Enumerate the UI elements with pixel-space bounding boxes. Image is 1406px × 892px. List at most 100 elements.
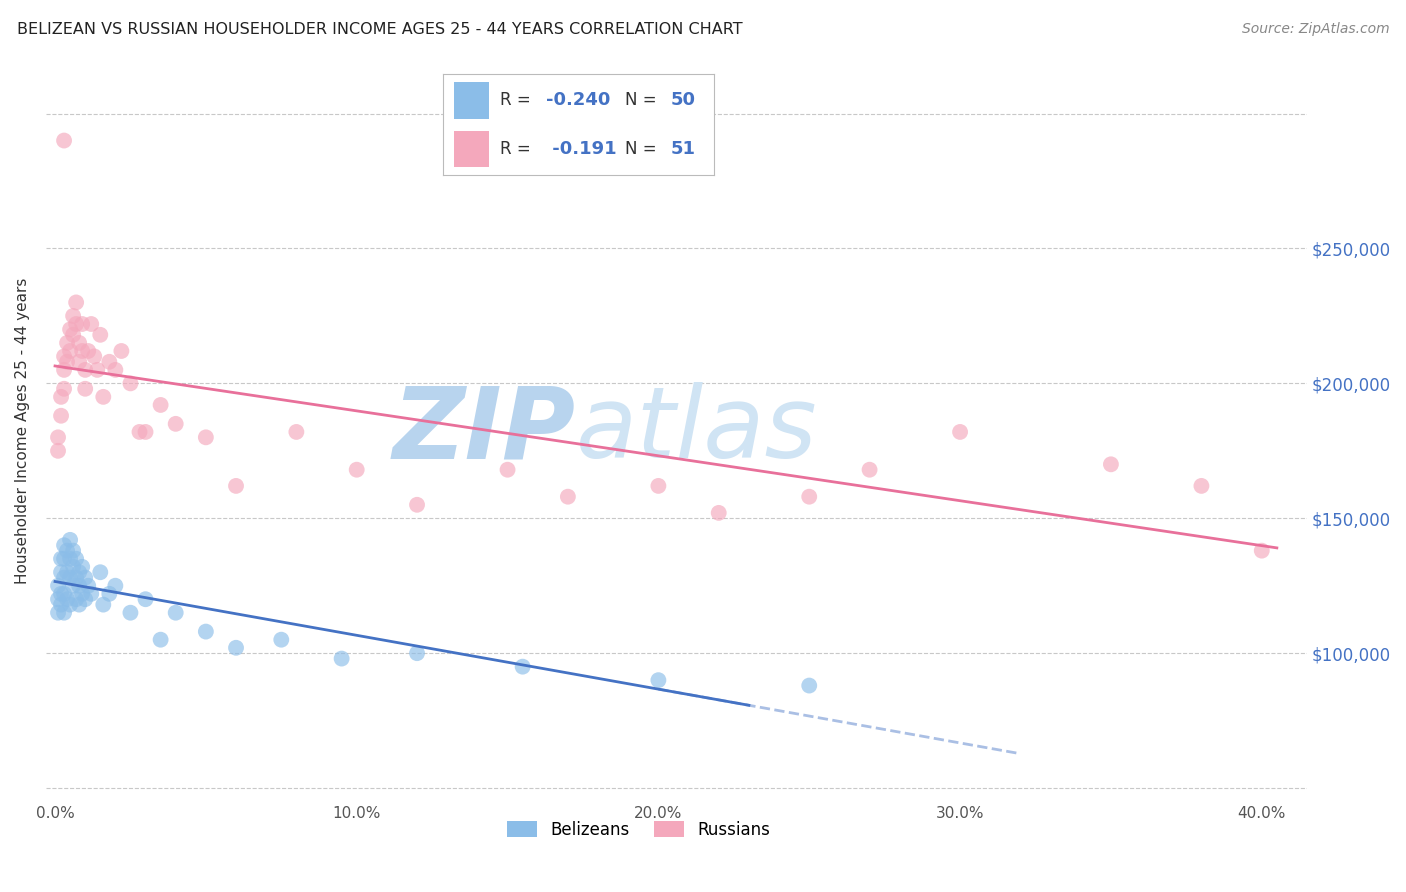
Point	[53, 382, 76, 396]
Point	[120, 376, 142, 391]
Point	[799, 490, 821, 504]
Point	[75, 382, 97, 396]
Point	[46, 592, 69, 607]
Point	[59, 598, 82, 612]
Text: BELIZEAN VS RUSSIAN HOUSEHOLDER INCOME AGES 25 - 44 YEARS CORRELATION CHART: BELIZEAN VS RUSSIAN HOUSEHOLDER INCOME A…	[17, 22, 742, 37]
Point	[46, 579, 69, 593]
Point	[65, 571, 87, 585]
Point	[858, 463, 880, 477]
Point	[77, 343, 100, 358]
Point	[949, 425, 972, 439]
Point	[65, 295, 87, 310]
Point	[49, 551, 72, 566]
Point	[46, 430, 69, 444]
Point	[70, 317, 93, 331]
Point	[67, 355, 90, 369]
Point	[270, 632, 292, 647]
Point	[98, 355, 121, 369]
Point	[53, 350, 76, 364]
Point	[56, 355, 79, 369]
Point	[225, 479, 247, 493]
Point	[83, 350, 105, 364]
Point	[135, 425, 157, 439]
Point	[49, 587, 72, 601]
Point	[70, 559, 93, 574]
Point	[165, 606, 187, 620]
Point	[56, 335, 79, 350]
Point	[49, 409, 72, 423]
Point	[56, 592, 79, 607]
Point	[65, 592, 87, 607]
Point	[1189, 479, 1212, 493]
Point	[53, 363, 76, 377]
Point	[104, 363, 127, 377]
Point	[707, 506, 730, 520]
Point	[512, 659, 534, 673]
Point	[62, 327, 84, 342]
Point	[1250, 543, 1272, 558]
Point	[89, 566, 111, 580]
Point	[149, 632, 172, 647]
Point	[406, 498, 429, 512]
Point	[128, 425, 150, 439]
Point	[557, 490, 579, 504]
Point	[62, 559, 84, 574]
Point	[49, 566, 72, 580]
Point	[59, 533, 82, 547]
Point	[75, 363, 97, 377]
Point	[104, 579, 127, 593]
Point	[75, 592, 97, 607]
Point	[53, 606, 76, 620]
Point	[149, 398, 172, 412]
Point	[75, 571, 97, 585]
Point	[89, 327, 111, 342]
Point	[67, 598, 90, 612]
Point	[49, 598, 72, 612]
Point	[225, 640, 247, 655]
Y-axis label: Householder Income Ages 25 - 44 years: Householder Income Ages 25 - 44 years	[15, 277, 30, 583]
Point	[62, 309, 84, 323]
Point	[647, 479, 669, 493]
Point	[49, 390, 72, 404]
Point	[53, 571, 76, 585]
Point	[799, 679, 821, 693]
Point	[65, 551, 87, 566]
Point	[59, 551, 82, 566]
Point	[346, 463, 368, 477]
Point	[62, 543, 84, 558]
Point	[62, 579, 84, 593]
Point	[70, 343, 93, 358]
Point	[53, 551, 76, 566]
Point	[110, 343, 132, 358]
Point	[80, 317, 103, 331]
Point	[59, 343, 82, 358]
Point	[91, 598, 114, 612]
Point	[67, 335, 90, 350]
Point	[70, 587, 93, 601]
Point	[46, 443, 69, 458]
Legend: Belizeans, Russians: Belizeans, Russians	[501, 814, 778, 846]
Point	[65, 317, 87, 331]
Point	[67, 566, 90, 580]
Point	[496, 463, 519, 477]
Point	[59, 571, 82, 585]
Point	[647, 673, 669, 688]
Point	[56, 543, 79, 558]
Text: ZIP: ZIP	[392, 382, 575, 479]
Point	[46, 606, 69, 620]
Point	[165, 417, 187, 431]
Point	[98, 587, 121, 601]
Point	[91, 390, 114, 404]
Point	[86, 363, 108, 377]
Point	[330, 651, 353, 665]
Text: Source: ZipAtlas.com: Source: ZipAtlas.com	[1241, 22, 1389, 37]
Point	[1099, 458, 1122, 472]
Point	[194, 430, 217, 444]
Point	[120, 606, 142, 620]
Point	[67, 579, 90, 593]
Point	[285, 425, 308, 439]
Point	[80, 587, 103, 601]
Point	[53, 134, 76, 148]
Point	[59, 322, 82, 336]
Point	[53, 538, 76, 552]
